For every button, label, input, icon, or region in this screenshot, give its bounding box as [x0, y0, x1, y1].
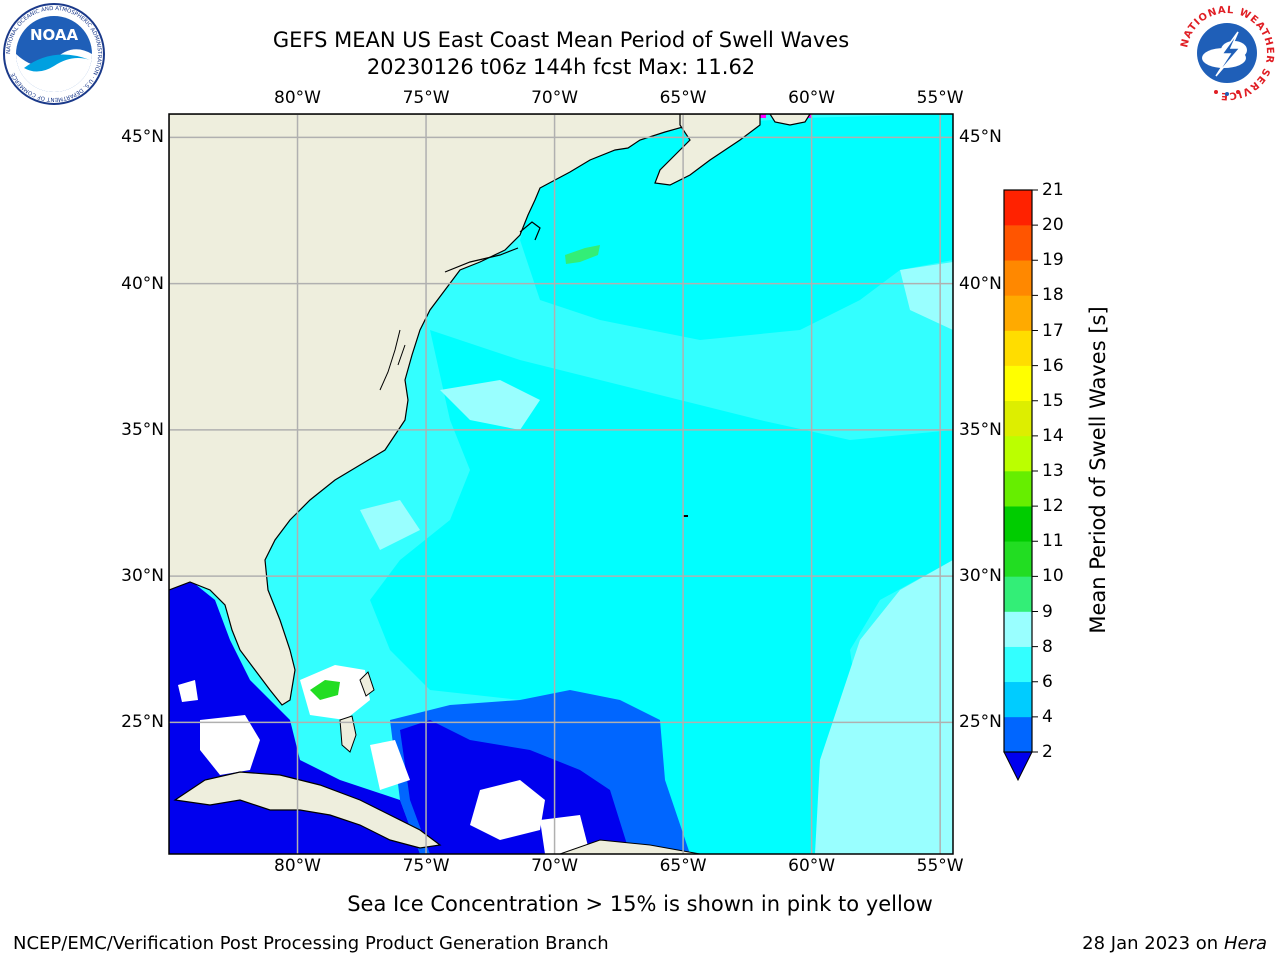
map-frame: [168, 113, 954, 855]
sea-ice-note: Sea Ice Concentration > 15% is shown in …: [347, 892, 933, 916]
lon-label-top-0: 80°W: [274, 88, 321, 108]
lat-label-right-0: 45°N: [959, 127, 1002, 148]
lon-label-bottom-1: 75°W: [402, 856, 450, 876]
land-hispaniola-edge: [559, 839, 701, 854]
lat-label-left-3: 30°N: [121, 566, 164, 587]
colorbar-tick-label-4: 9: [1042, 601, 1053, 622]
chart-subtitle: 20230126 t06z 144h fcst Max: 11.62: [366, 55, 756, 79]
coast-chesapeake: [379, 329, 406, 391]
noaa-logo: NATIONAL OCEANIC AND ATMOSPHERIC ADMINIS…: [3, 3, 105, 105]
lon-label-bottom-2: 70°W: [531, 856, 579, 876]
swell-region-green-bank: [565, 245, 600, 264]
lat-label-left-0: 45°N: [121, 127, 164, 148]
lat-label-right-4: 25°N: [959, 712, 1002, 733]
colorbar-tick-label-15: 20: [1042, 215, 1064, 236]
land-abaco: [359, 671, 375, 697]
land-nova-scotia: [654, 114, 761, 186]
lon-label-top-2: 70°W: [531, 88, 579, 108]
colorbar-tick-label-8: 13: [1042, 461, 1064, 481]
land-cape-breton: [769, 114, 811, 126]
colorbar-tick-label-2: 6: [1042, 671, 1053, 692]
lat-label-right-1: 40°N: [959, 273, 1002, 294]
colorbar-tick-label-9: 14: [1042, 425, 1064, 446]
colorbar-tick-label-11: 16: [1042, 355, 1064, 376]
lat-label-left-2: 35°N: [121, 419, 164, 440]
colorbar-label: Mean Period of Swell Waves [s]: [1086, 306, 1110, 634]
footer-date-text: 28 Jan 2023 on: [1082, 933, 1224, 954]
lon-label-bottom-3: 65°W: [659, 856, 707, 876]
noaa-logo-text: NOAA: [30, 26, 79, 44]
lon-label-top-4: 60°W: [788, 88, 836, 108]
nodata-patch-caribbean-2: [540, 815, 590, 854]
land-cuba: [173, 771, 442, 849]
footer-date: 28 Jan 2023 on Hera: [1082, 933, 1267, 955]
lat-label-left-4: 25°N: [121, 712, 164, 733]
nodata-patch-gulf-small: [178, 680, 198, 702]
land-bermuda: [683, 515, 688, 517]
nodata-patch-caribbean-1: [470, 780, 545, 840]
coast-long-island: [444, 247, 519, 273]
footer-org: NCEP/EMC/Verification Post Processing Pr…: [13, 933, 609, 954]
lon-label-bottom-4: 60°W: [788, 856, 836, 876]
swell-region-pale-east: [815, 560, 953, 854]
chart-title: GEFS MEAN US East Coast Mean Period of S…: [272, 28, 850, 52]
lat-label-left-1: 40°N: [121, 273, 164, 294]
lat-label-right-3: 30°N: [959, 566, 1002, 587]
gridlines: [169, 114, 953, 854]
colorbar-tick-label-0: 2: [1042, 742, 1053, 762]
colorbar-tick-label-16: 21: [1042, 180, 1064, 200]
swell-region-pale-central: [440, 380, 540, 430]
lon-label-top-5: 55°W: [916, 88, 964, 108]
swell-region-green-bahamas: [310, 680, 340, 700]
coast-cape-cod: [519, 221, 541, 241]
colorbar-tick-label-7: 12: [1042, 496, 1064, 517]
nodata-patch-gulf: [200, 715, 260, 775]
land-andros: [339, 715, 357, 753]
colorbar-tick-label-1: 4: [1042, 706, 1053, 727]
colorbar-tick-label-14: 19: [1042, 250, 1064, 271]
colorbar-tick-label-6: 11: [1042, 531, 1064, 552]
footer-machine: Hera: [1223, 933, 1267, 954]
nws-logo: NATIONAL WEATHER SERVICE: [1178, 4, 1276, 102]
colorbar-tick-label-12: 17: [1042, 320, 1064, 341]
colorbar-tick-label-3: 8: [1042, 636, 1053, 657]
colorbar-tick-label-13: 18: [1042, 285, 1064, 306]
lat-label-right-2: 35°N: [959, 419, 1002, 440]
swell-region-pale-south: [360, 500, 420, 550]
land-north-america: [169, 114, 701, 706]
lon-label-top-3: 65°W: [659, 88, 707, 108]
lon-label-bottom-0: 80°W: [274, 856, 321, 876]
nodata-patch-caribbean-3: [370, 740, 410, 790]
colorbar-tick-label-10: 15: [1042, 390, 1064, 411]
sea-ice-spot: [758, 114, 766, 118]
lon-label-top-1: 75°W: [402, 88, 450, 108]
colorbar-tick-label-5: 10: [1042, 566, 1064, 587]
lon-label-bottom-5: 55°W: [916, 856, 964, 876]
